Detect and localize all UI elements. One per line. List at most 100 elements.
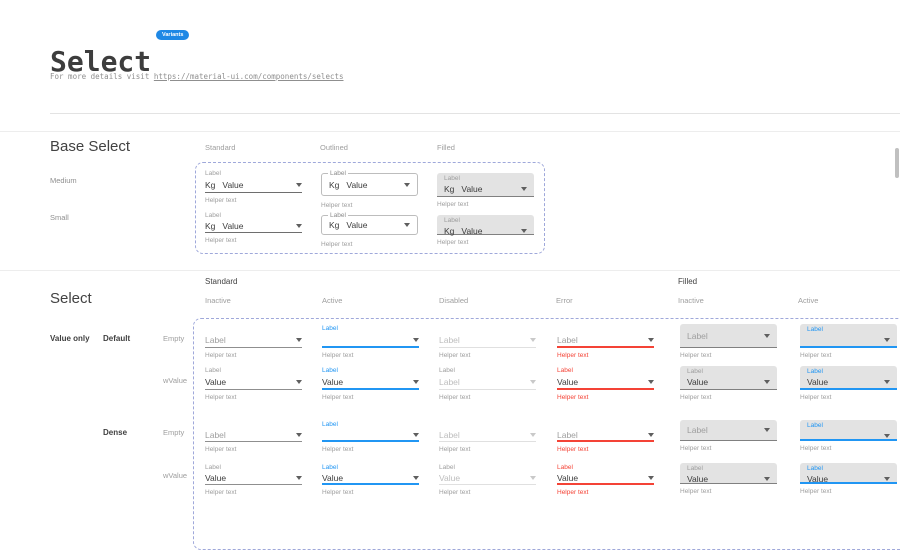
- select-value-row[interactable]: Value: [205, 375, 302, 390]
- select-value-row[interactable]: Label Kg Value: [321, 170, 418, 196]
- base-select-heading: Base Select: [50, 138, 131, 155]
- select-value-row[interactable]: Value: [687, 473, 770, 485]
- select-value: Value: [807, 474, 829, 484]
- standard-select-field[interactable]: Label Kg Value Helper text: [205, 169, 302, 209]
- select-helper-text: Helper text: [680, 445, 712, 452]
- select-label: Label: [807, 326, 823, 333]
- standard-select-field[interactable]: Label Kg Value Helper text: [205, 211, 302, 248]
- dropdown-arrow-icon: [296, 433, 302, 437]
- select-adornment: Kg: [205, 180, 216, 190]
- docs-link[interactable]: https://material-ui.com/components/selec…: [153, 72, 344, 81]
- standard-select-active[interactable]: Label Helper text: [322, 324, 419, 359]
- dropdown-arrow-icon: [764, 333, 770, 338]
- select-value-row[interactable]: Value: [557, 472, 654, 485]
- select-value-row[interactable]: Label Kg Value: [321, 212, 418, 235]
- select-value-row[interactable]: Value: [205, 472, 302, 485]
- select-helper-text: Helper text: [205, 394, 237, 401]
- dropdown-arrow-icon: [521, 187, 527, 191]
- dropdown-arrow-icon: [296, 380, 302, 384]
- filled-select-box[interactable]: Label Value: [680, 463, 777, 484]
- row-label: Empty: [163, 428, 185, 437]
- standard-select-error[interactable]: Label Helper text: [557, 324, 654, 359]
- filled-select-box[interactable]: Label: [800, 324, 897, 348]
- standard-select-disabled[interactable]: Label Helper text: [439, 324, 536, 359]
- select-label: Label: [687, 465, 703, 472]
- select-value-row[interactable]: Value: [322, 472, 419, 485]
- standard-select-inactive[interactable]: Label Helper text: [205, 420, 302, 453]
- filled-select-box[interactable]: Label Kg Value: [437, 215, 534, 236]
- standard-select-active[interactable]: Label Value Helper text: [322, 366, 419, 401]
- standard-select-error[interactable]: Label Value Helper text: [557, 366, 654, 401]
- filled-select-field[interactable]: Label Kg Value Helper text: [437, 169, 534, 209]
- select-value-row[interactable]: Value: [439, 472, 536, 485]
- filled-select-inactive[interactable]: Label Helper text: [680, 324, 777, 359]
- filled-select-box[interactable]: Label Kg Value: [437, 173, 534, 197]
- select-value-row[interactable]: Label: [439, 429, 536, 442]
- filled-select-box[interactable]: Label Value: [800, 463, 897, 484]
- select-value-row[interactable]: Value: [807, 376, 890, 388]
- standard-select-inactive[interactable]: Label Value Helper text: [205, 366, 302, 401]
- filled-select-active[interactable]: Label Value Helper text: [800, 366, 897, 401]
- row-group-label: Value only: [50, 334, 90, 343]
- select-value-row[interactable]: [322, 429, 419, 442]
- standard-select-active[interactable]: Label Helper text: [322, 420, 419, 453]
- row-cells: Label Value Helper text Label Value Helper te…: [205, 366, 900, 401]
- select-value-row[interactable]: [807, 334, 890, 346]
- select-value-row[interactable]: Value: [807, 473, 890, 485]
- select-value-row[interactable]: Value: [322, 375, 419, 390]
- dropdown-arrow-icon: [296, 183, 302, 187]
- select-value-row[interactable]: Value: [557, 375, 654, 390]
- select-value-row[interactable]: Label: [205, 333, 302, 348]
- select-value-row[interactable]: Label: [687, 420, 770, 440]
- standard-select-active[interactable]: Label Value Helper text: [322, 463, 419, 496]
- select-helper-text: Helper text: [800, 394, 832, 401]
- select-value-row[interactable]: Kg Value: [205, 178, 302, 193]
- filled-select-active[interactable]: Label Helper text: [800, 324, 897, 359]
- filled-select-inactive[interactable]: Label Helper text: [680, 420, 777, 453]
- filled-select-box[interactable]: Label: [680, 420, 777, 441]
- dropdown-arrow-icon: [884, 380, 890, 384]
- dropdown-arrow-icon: [521, 228, 527, 233]
- dropdown-arrow-icon: [648, 379, 654, 384]
- select-value-row[interactable]: Label: [439, 333, 536, 348]
- select-value: Value: [322, 472, 344, 483]
- column-header-error: Error: [556, 296, 573, 305]
- select-label: Label: [205, 170, 221, 177]
- standard-select-disabled[interactable]: Label Value Helper text: [439, 463, 536, 496]
- filled-select-box[interactable]: Label Value: [680, 366, 777, 390]
- select-value-row[interactable]: Label: [557, 429, 654, 442]
- filled-select-box[interactable]: Label: [680, 324, 777, 348]
- filled-select-active[interactable]: Label Value Helper text: [800, 463, 897, 496]
- select-value-row[interactable]: Kg Value: [205, 220, 302, 233]
- select-value-row[interactable]: Label: [557, 333, 654, 348]
- scrollbar-thumb[interactable]: [895, 148, 899, 178]
- select-value-row[interactable]: Label: [687, 324, 770, 347]
- filled-select-box[interactable]: Label Value: [800, 366, 897, 390]
- dropdown-arrow-icon: [530, 338, 536, 342]
- standard-select-disabled[interactable]: Label Label Helper text: [439, 366, 536, 401]
- select-label: Label: [557, 367, 573, 374]
- select-value: Value: [346, 220, 368, 230]
- filled-select-field[interactable]: Label Kg Value Helper text: [437, 211, 534, 248]
- select-value-row[interactable]: Label: [205, 429, 302, 442]
- filled-select-active[interactable]: Label Helper text: [800, 420, 897, 453]
- column-header-filled: Filled: [437, 143, 455, 152]
- outlined-select-field[interactable]: Label Kg Value Helper text: [321, 169, 418, 209]
- standard-select-inactive[interactable]: Label Value Helper text: [205, 463, 302, 496]
- select-label: Label: [328, 212, 348, 219]
- filled-select-box[interactable]: Label: [800, 420, 897, 441]
- select-value-row[interactable]: [322, 333, 419, 348]
- outlined-select-field[interactable]: Label Kg Value Helper text: [321, 211, 418, 248]
- select-value-row[interactable]: [807, 430, 890, 442]
- select-adornment: Kg: [329, 179, 340, 190]
- select-label: Label: [807, 465, 823, 472]
- standard-select-error[interactable]: Label Helper text: [557, 420, 654, 453]
- filled-select-inactive[interactable]: Label Value Helper text: [680, 463, 777, 496]
- select-value-row[interactable]: Label: [439, 375, 536, 390]
- standard-select-inactive[interactable]: Label Helper text: [205, 324, 302, 359]
- select-value-row[interactable]: Value: [687, 376, 770, 388]
- standard-select-error[interactable]: Label Value Helper text: [557, 463, 654, 496]
- standard-select-disabled[interactable]: Label Helper text: [439, 420, 536, 453]
- filled-select-inactive[interactable]: Label Value Helper text: [680, 366, 777, 401]
- matrix-row-wvalue: wValue Label Value Helper text Label Value He…: [0, 366, 900, 401]
